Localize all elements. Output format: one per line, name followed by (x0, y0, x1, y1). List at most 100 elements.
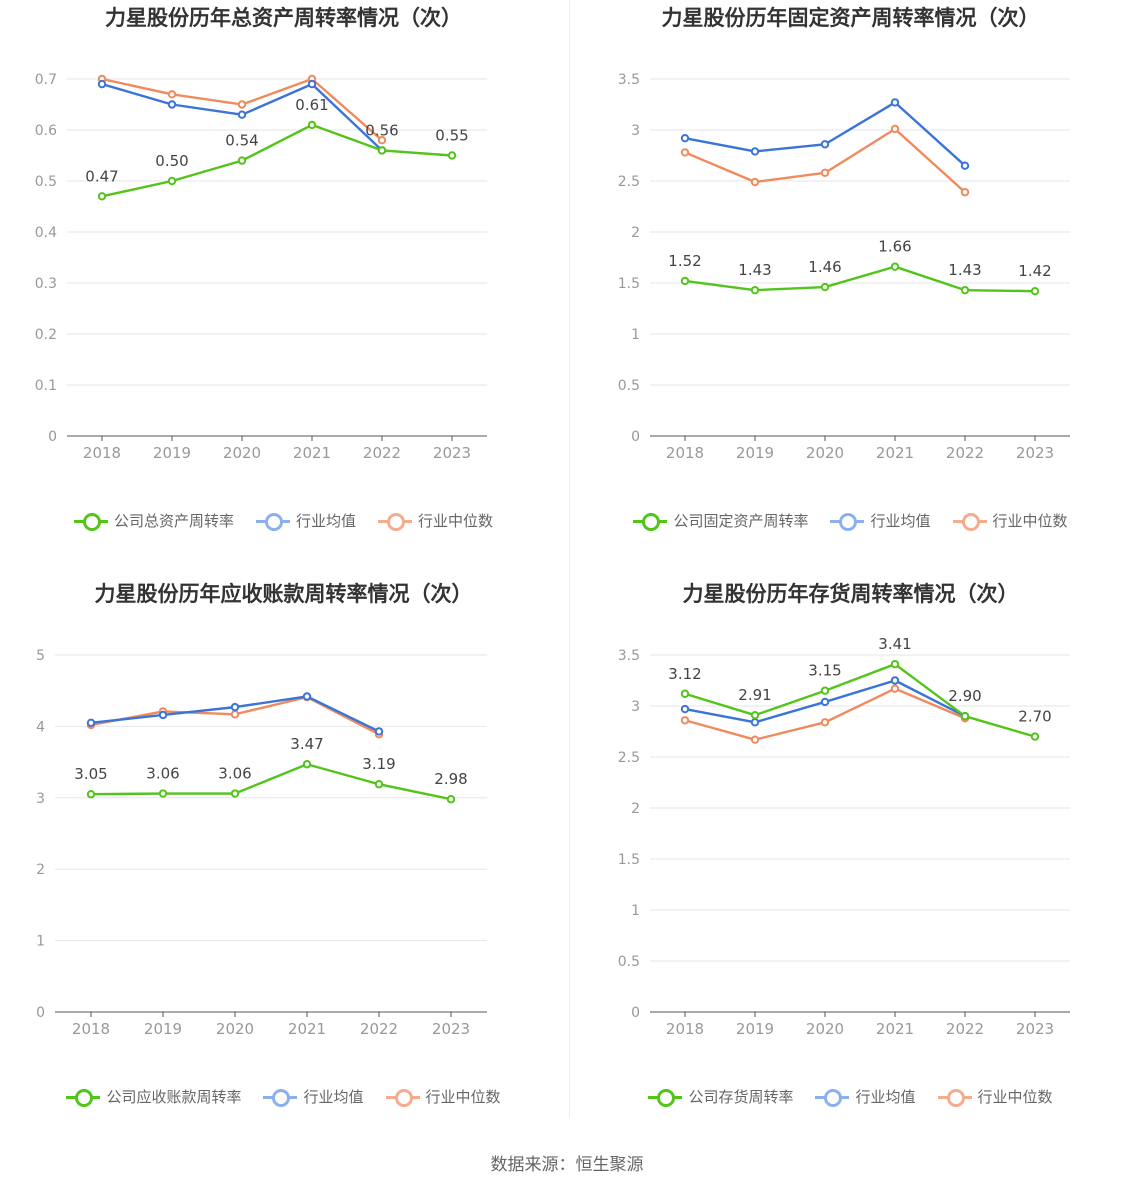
y-tick-label: 1.5 (618, 276, 640, 292)
data-point-industry-median[interactable] (820, 718, 830, 727)
x-tick-label: 2019 (144, 1020, 182, 1038)
series-line-company (101, 123, 453, 198)
data-point-industry-average[interactable] (167, 100, 177, 109)
data-point-industry-average[interactable] (750, 147, 760, 156)
data-point-company[interactable] (377, 146, 387, 155)
y-tick-label: 2 (631, 225, 640, 241)
data-point-company[interactable] (158, 789, 168, 798)
data-point-company[interactable] (374, 780, 384, 789)
data-point-industry-median[interactable] (680, 716, 690, 725)
data-point-company[interactable] (86, 790, 96, 799)
data-point-industry-average[interactable] (374, 727, 384, 736)
y-tick-label: 4 (36, 719, 45, 735)
data-point-company[interactable] (890, 659, 900, 669)
data-point-industry-median[interactable] (237, 100, 247, 109)
data-point-industry-average[interactable] (97, 79, 107, 89)
data-point-industry-average[interactable] (307, 79, 317, 89)
legend-item-company[interactable]: 公司总资产周转率 (73, 510, 234, 531)
chart-panel-receivables-turnover: 0 1 2 3 4 5 2018 2019 2020 2021 2022 2023 3.05 3.06 3.… (0, 576, 567, 1151)
chart-title: 力星股份历年总资产周转率情况（次） (105, 6, 462, 30)
legend-line-circle-icon (633, 512, 668, 531)
data-point-industry-average[interactable] (820, 140, 830, 149)
legend-line-circle-icon (263, 1088, 298, 1107)
legend-line-circle-icon (952, 512, 987, 531)
data-label: 1.42 (1018, 262, 1051, 280)
legend-item-company[interactable]: 公司应收账款周转率 (66, 1086, 241, 1107)
data-point-company[interactable] (97, 192, 107, 201)
data-point-industry-average[interactable] (237, 110, 247, 119)
legend-item-industry-median[interactable]: 行业中位数 (937, 1086, 1053, 1107)
data-point-company[interactable] (446, 795, 456, 804)
legend-item-industry-average[interactable]: 行业均值 (815, 1086, 916, 1107)
data-point-company[interactable] (750, 710, 760, 720)
x-tick-label: 2018 (666, 444, 704, 462)
data-point-company[interactable] (820, 282, 830, 292)
legend-item-industry-average[interactable]: 行业均值 (263, 1086, 364, 1107)
data-point-industry-median[interactable] (820, 168, 830, 178)
data-point-company[interactable] (680, 689, 690, 698)
data-point-industry-median[interactable] (680, 148, 690, 157)
data-point-industry-median[interactable] (167, 90, 177, 99)
data-point-industry-average[interactable] (302, 692, 312, 701)
y-tick-label: 0.5 (618, 954, 640, 970)
data-point-industry-median[interactable] (230, 710, 240, 719)
data-point-company[interactable] (890, 262, 900, 271)
data-point-industry-median[interactable] (960, 188, 970, 197)
legend-item-industry-median[interactable]: 行业中位数 (385, 1086, 501, 1107)
data-point-company[interactable] (230, 789, 240, 798)
legend-line-circle-icon (73, 512, 108, 531)
data-point-industry-median[interactable] (377, 136, 387, 145)
x-tick-label: 2022 (946, 1020, 984, 1038)
data-point-industry-average[interactable] (750, 718, 760, 727)
data-point-industry-median[interactable] (890, 684, 900, 693)
chart-panel-inventory-turnover: 0 0.5 1 1.5 2 2.5 3 3.5 2018 2019 2020 2021 2022 2023… (567, 576, 1134, 1151)
data-source-note: 数据来源：恒生聚源 (490, 1155, 644, 1175)
data-point-industry-average[interactable] (230, 702, 240, 712)
chart-title: 力星股份历年应收账款周转率情况（次） (94, 582, 473, 606)
data-point-industry-average[interactable] (960, 161, 970, 170)
data-label: 1.52 (668, 252, 701, 270)
legend-item-company[interactable]: 公司固定资产周转率 (633, 510, 808, 531)
legend-item-industry-average[interactable]: 行业均值 (830, 510, 931, 531)
data-point-company[interactable] (447, 151, 457, 160)
data-point-industry-median[interactable] (890, 124, 900, 134)
data-point-industry-median[interactable] (750, 177, 760, 187)
data-point-company[interactable] (167, 176, 177, 186)
data-point-industry-average[interactable] (890, 98, 900, 107)
legend-item-company[interactable]: 公司存货周转率 (648, 1086, 793, 1107)
data-point-company[interactable] (680, 276, 690, 286)
data-point-industry-average[interactable] (680, 133, 690, 143)
x-tick-label: 2021 (876, 444, 914, 462)
data-point-company[interactable] (750, 285, 760, 295)
data-point-company[interactable] (302, 760, 312, 769)
x-tick-label: 2023 (1016, 444, 1054, 462)
chart-legend: 公司固定资产周转率 行业均值 行业中位数 (567, 510, 1134, 531)
y-tick-label: 0 (631, 1005, 640, 1021)
y-tick-label: 3 (631, 699, 640, 715)
data-point-industry-average[interactable] (890, 676, 900, 685)
data-label: 0.54 (225, 132, 258, 150)
data-point-industry-average[interactable] (680, 704, 690, 714)
legend-item-industry-median[interactable]: 行业中位数 (952, 510, 1068, 531)
legend-label: 公司应收账款周转率 (106, 1088, 242, 1106)
data-point-industry-median[interactable] (750, 735, 760, 744)
chart-plot: 0 0.1 0.2 0.3 0.4 0.5 0.6 0.7 2018 2019 2020 2021 20… (35, 72, 487, 462)
series-line-industry-average (684, 101, 966, 167)
data-point-company[interactable] (960, 285, 970, 295)
legend-label: 公司总资产周转率 (113, 512, 234, 530)
data-point-industry-average[interactable] (820, 697, 830, 707)
legend-line-circle-icon (255, 512, 290, 531)
data-label: 0.55 (435, 127, 468, 145)
data-point-company[interactable] (307, 120, 317, 130)
data-point-company[interactable] (960, 712, 970, 721)
data-point-company[interactable] (820, 686, 830, 695)
data-point-industry-average[interactable] (86, 718, 96, 728)
data-point-company[interactable] (1030, 732, 1040, 741)
legend-label: 行业均值 (295, 512, 356, 530)
data-point-industry-average[interactable] (158, 710, 168, 720)
data-point-company[interactable] (1030, 286, 1040, 296)
legend-item-industry-average[interactable]: 行业均值 (255, 510, 356, 531)
legend-item-industry-median[interactable]: 行业中位数 (378, 510, 493, 531)
data-point-company[interactable] (237, 156, 247, 165)
y-tick-label: 1.5 (618, 852, 640, 868)
